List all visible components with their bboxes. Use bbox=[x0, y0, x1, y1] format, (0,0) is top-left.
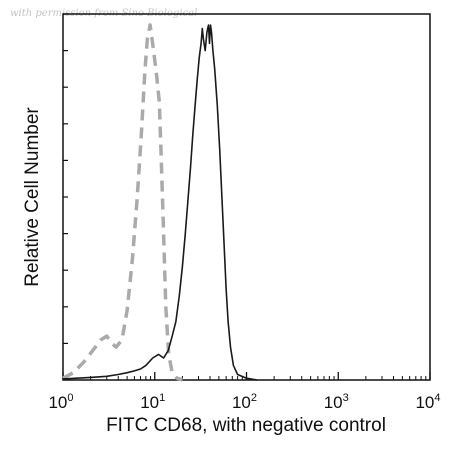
x-axis-label: FITC CD68, with negative control bbox=[106, 415, 386, 436]
x-tick-label: 100 bbox=[48, 392, 73, 412]
plot-frame bbox=[62, 13, 431, 381]
negative-control-histogram bbox=[62, 23, 183, 382]
series-layer bbox=[62, 23, 258, 382]
x-axis-minor-ticks bbox=[90, 376, 427, 380]
cd68-histogram bbox=[62, 24, 258, 381]
y-axis-ticks bbox=[63, 13, 68, 344]
x-tick-label: 103 bbox=[324, 392, 349, 412]
y-axis-label: Relative Cell Number bbox=[22, 107, 43, 287]
x-tick-label: 104 bbox=[415, 392, 440, 412]
x-tick-label: 102 bbox=[232, 392, 257, 412]
x-axis-tick-labels: 100 101 102 103 104 bbox=[48, 392, 440, 412]
x-tick-label: 101 bbox=[140, 392, 165, 412]
